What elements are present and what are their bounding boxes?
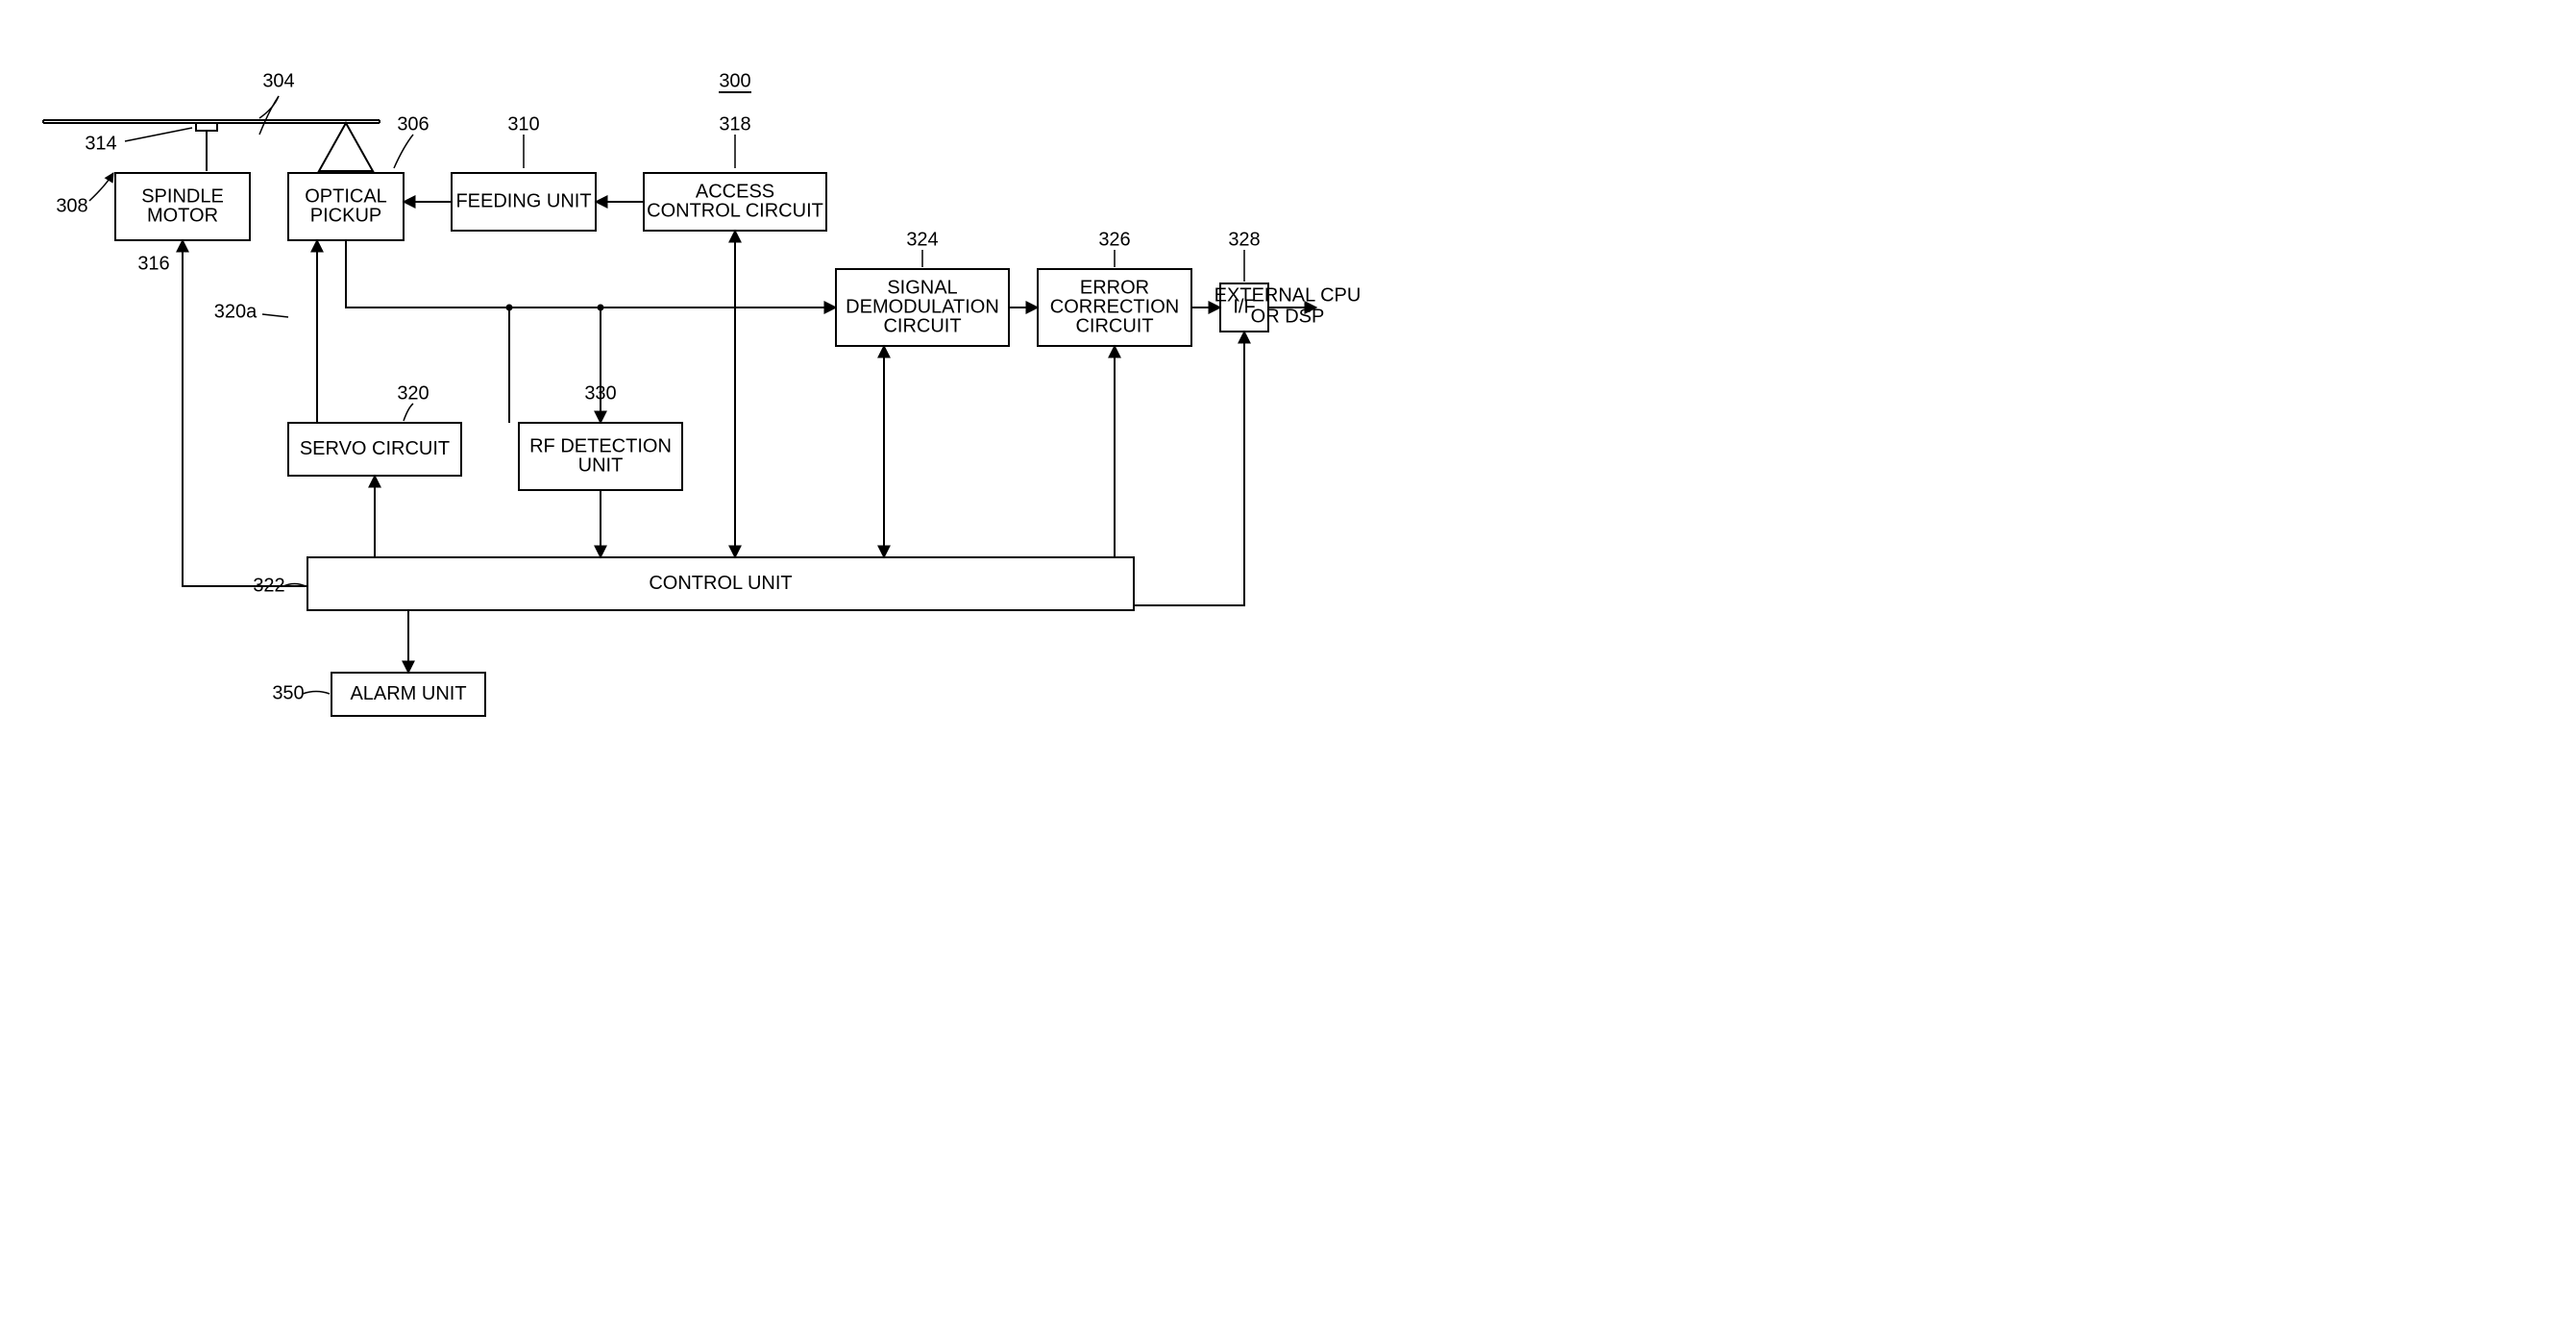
ref-326: 326 — [1098, 229, 1130, 250]
block-sigdem-label: DEMODULATION — [846, 296, 999, 317]
edge-control-if_ctrl — [1134, 332, 1244, 605]
block-errcor-label: CIRCUIT — [1075, 315, 1153, 336]
ref-308: 308 — [56, 195, 87, 216]
ref-306: 306 — [397, 113, 429, 135]
edge-control-spindle — [183, 240, 307, 586]
external-label-2: OR DSP — [1251, 306, 1325, 327]
block-errcor-label: CORRECTION — [1050, 296, 1179, 317]
ref-310: 310 — [507, 113, 539, 135]
block-sigdem-label: CIRCUIT — [883, 315, 961, 336]
diagram-ref: 300 — [719, 70, 750, 91]
external-label-1: EXTERNAL CPU — [1214, 284, 1362, 306]
ref-320: 320 — [397, 382, 429, 404]
ref-318: 318 — [719, 113, 750, 135]
block-access-label: CONTROL CIRCUIT — [647, 200, 823, 221]
block-spindle-label: MOTOR — [147, 205, 218, 226]
block-errcor-label: ERROR — [1080, 277, 1149, 298]
ref-314: 314 — [85, 133, 116, 154]
block-rfdet-label: RF DETECTION — [529, 435, 672, 456]
pickup-prism-icon — [319, 123, 373, 171]
ref-328: 328 — [1228, 229, 1260, 250]
ref-304: 304 — [262, 70, 294, 91]
disc-hub — [196, 123, 217, 131]
block-spindle-label: SPINDLE — [141, 185, 224, 207]
block-servo-label: SERVO CIRCUIT — [300, 438, 450, 459]
block-rfdet-label: UNIT — [578, 455, 624, 476]
block-alarm-label: ALARM UNIT — [350, 683, 466, 704]
block-sigdem-label: SIGNAL — [887, 277, 957, 298]
ref-350: 350 — [272, 682, 304, 703]
block-access-label: ACCESS — [696, 181, 774, 202]
block-pickup-label: OPTICAL — [305, 185, 387, 207]
block-feeding-label: FEEDING UNIT — [455, 190, 591, 211]
ref-316: 316 — [137, 253, 169, 274]
ref-324: 324 — [906, 229, 938, 250]
ref-320a: 320a — [214, 301, 258, 322]
block-pickup-label: PICKUP — [310, 205, 381, 226]
block-control-label: CONTROL UNIT — [649, 573, 792, 594]
edge-pickup-sigdem — [346, 240, 836, 307]
